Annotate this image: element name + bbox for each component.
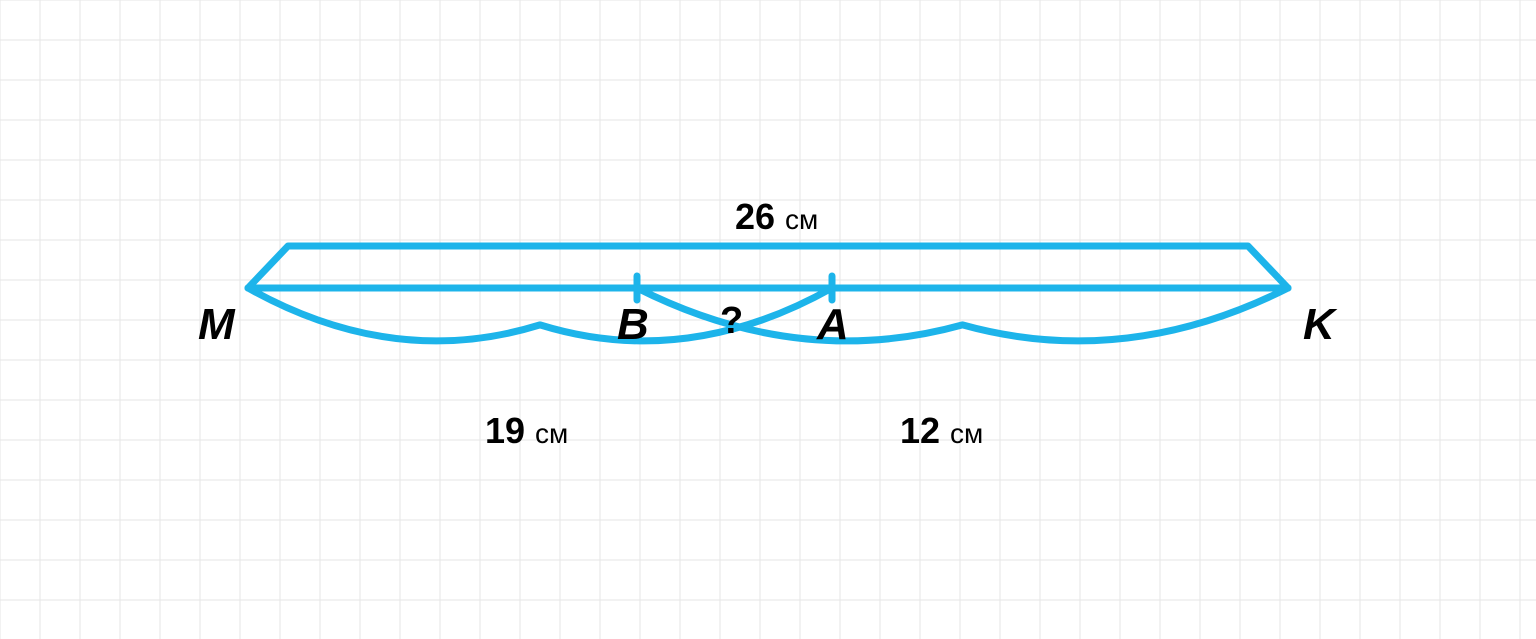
measure-value: 12: [900, 410, 950, 451]
measure-value: 26: [735, 196, 785, 237]
measure-value: 19: [485, 410, 535, 451]
point-label-m: M: [198, 300, 235, 350]
bottom-left-measure: 19 см: [485, 410, 568, 452]
point-label-a: A: [817, 300, 849, 350]
question-label: ?: [720, 300, 743, 343]
bottom-right-measure: 12 см: [900, 410, 983, 452]
measure-unit: см: [535, 418, 568, 449]
point-label-b: B: [617, 300, 649, 350]
top-measure: 26 см: [735, 196, 818, 238]
point-label-k: K: [1303, 300, 1335, 350]
measure-unit: см: [785, 204, 818, 235]
measure-unit: см: [950, 418, 983, 449]
diagram-canvas: M B A K ? 26 см 19 см 12 см: [0, 0, 1536, 639]
